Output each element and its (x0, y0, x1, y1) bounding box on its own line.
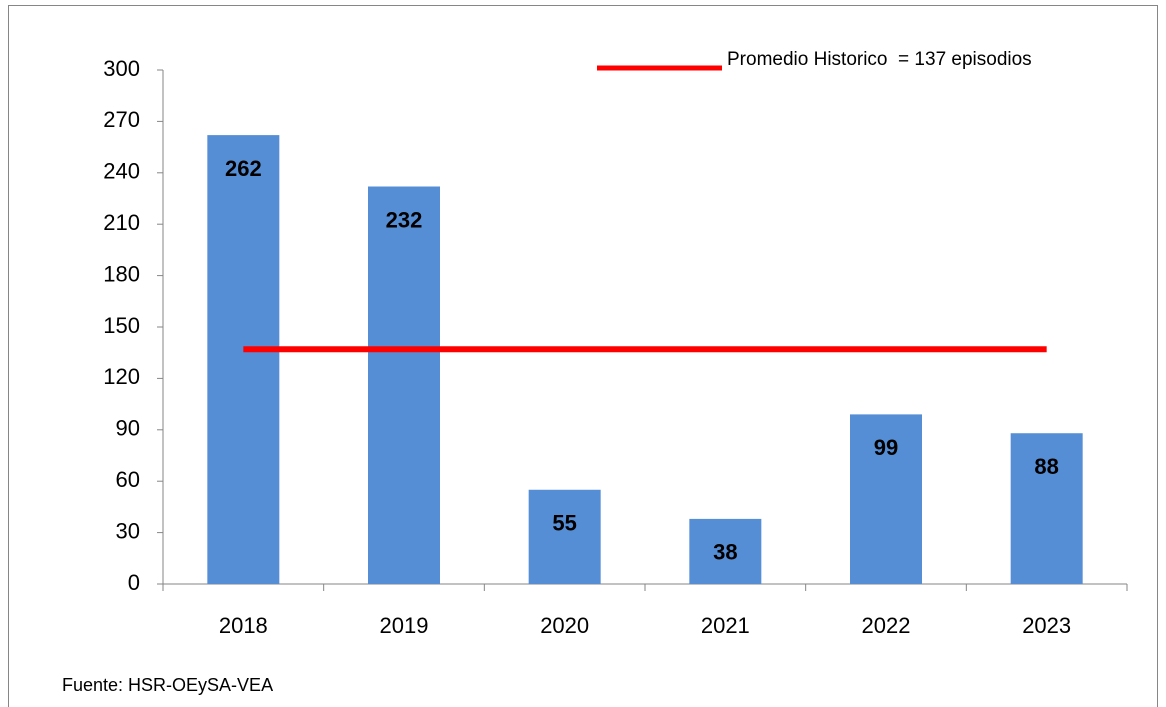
x-tick-label: 2018 (219, 613, 268, 638)
x-tick-label: 2023 (1022, 613, 1071, 638)
data-label: 38 (713, 540, 737, 565)
x-tick-label: 2022 (862, 613, 911, 638)
y-tick-label: 90 (116, 416, 140, 441)
x-tick-label: 2021 (701, 613, 750, 638)
bar (850, 414, 922, 584)
y-tick-label: 180 (103, 261, 140, 286)
bar (528, 489, 601, 584)
chart-frame (8, 5, 1158, 707)
bar (1010, 433, 1083, 584)
data-label: 99 (874, 435, 898, 460)
y-tick-label: 270 (103, 107, 140, 132)
data-label: 262 (225, 156, 262, 181)
x-tick-label: 2020 (540, 613, 589, 638)
data-label: 88 (1034, 454, 1058, 479)
bar (368, 186, 440, 585)
source-note: Fuente: HSR-OEySA-VEA (62, 675, 273, 695)
y-tick-label: 210 (103, 210, 140, 235)
y-tick-label: 240 (103, 159, 140, 184)
y-tick-label: 120 (103, 364, 140, 389)
y-tick-label: 60 (116, 467, 140, 492)
bar (207, 135, 280, 584)
y-tick-label: 0 (128, 570, 140, 595)
data-label: 55 (552, 511, 576, 536)
y-tick-label: 300 (103, 56, 140, 81)
bar (689, 518, 762, 584)
x-tick-label: 2019 (380, 613, 429, 638)
data-label: 232 (386, 207, 423, 232)
legend-label: Promedio Historico = 137 episodios (727, 49, 1032, 70)
y-tick-label: 30 (116, 518, 140, 543)
y-tick-label: 150 (103, 313, 140, 338)
